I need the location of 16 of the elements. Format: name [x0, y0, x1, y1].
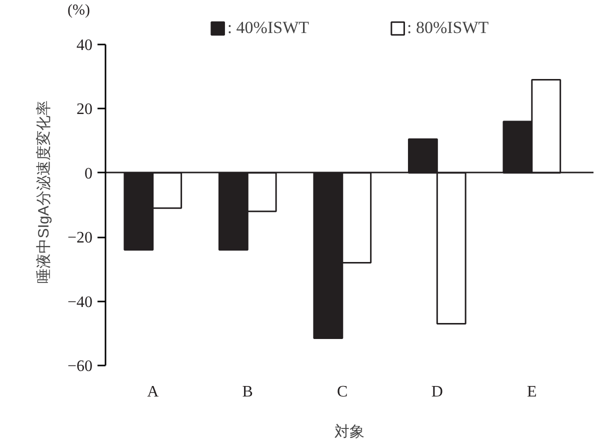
x-tick-label: A	[147, 384, 160, 400]
y-tick-label: −20	[67, 230, 93, 247]
x-tick-label: E	[527, 384, 537, 400]
x-tick-label: D	[431, 384, 443, 400]
legend-label: : 40%ISWT	[227, 18, 309, 38]
x-axis-title: 対象	[334, 424, 364, 440]
y-tick-label: 20	[76, 101, 92, 118]
x-tick-label: B	[242, 384, 253, 400]
legend-label: : 80%ISWT	[407, 18, 489, 38]
y-tick-label: −60	[67, 358, 93, 375]
y-tick-label: 0	[84, 165, 92, 182]
text: (%)	[68, 2, 90, 18]
y-axis-title: 唾液中SIgA分泌速度変化率	[35, 100, 52, 284]
y-tick-label: −40	[67, 294, 93, 311]
x-tick-label: C	[337, 384, 348, 400]
y-tick-label: 40	[76, 36, 92, 54]
